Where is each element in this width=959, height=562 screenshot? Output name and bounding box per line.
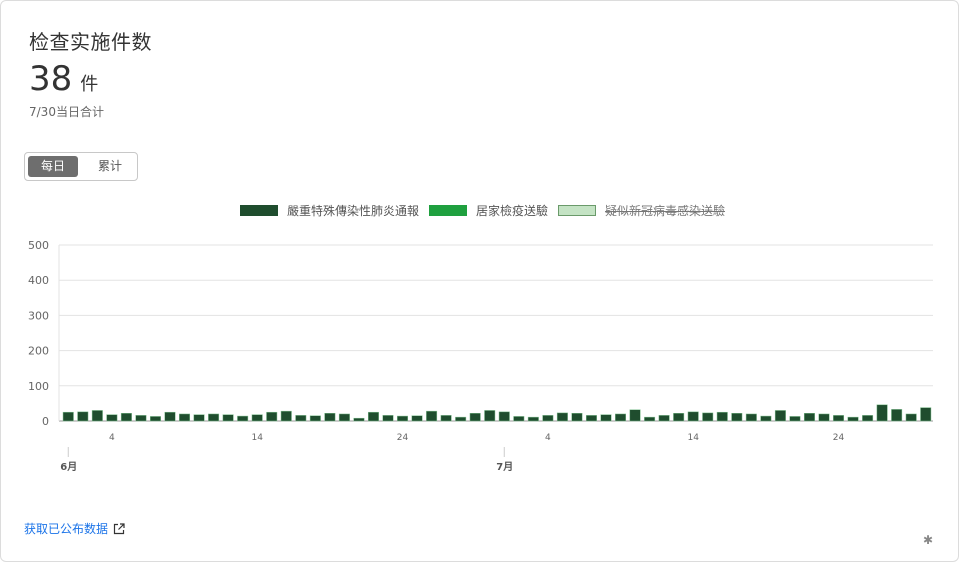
x-tick-label: 24 (833, 433, 845, 443)
bar-6-2 (77, 411, 89, 422)
bar-6-1 (62, 411, 74, 422)
bar-7-23 (818, 413, 830, 422)
x-tick-label: 14 (687, 433, 699, 443)
bar-6-20 (338, 413, 350, 422)
bar-7-28 (891, 409, 903, 422)
bar-6-12 (222, 414, 234, 422)
bar-7-12 (658, 415, 670, 422)
bar-7-25 (847, 416, 859, 422)
bar-7-7 (585, 415, 597, 422)
bar-6-15 (266, 411, 278, 422)
bar-7-13 (673, 413, 685, 422)
bar-6-28 (455, 416, 467, 422)
daily-button[interactable]: 每日 (28, 156, 78, 177)
legend-label: 嚴重特殊傳染性肺炎通報 (287, 204, 420, 218)
bar-6-18 (309, 415, 321, 422)
bar-7-3 (527, 416, 539, 422)
bar-6-10 (193, 414, 205, 422)
bar-7-16 (716, 411, 728, 422)
bar-7-11 (644, 416, 656, 422)
bar-chart: 0 100 200 300 400 500 4 14 24 4 14 24 6月 7月 (28, 239, 933, 473)
external-link-icon (113, 523, 125, 535)
settings-icon[interactable]: ✱ (923, 533, 934, 547)
bar-6-26 (426, 410, 438, 422)
y-tick-label: 300 (28, 309, 49, 322)
bar-6-3 (91, 410, 103, 422)
bar-6-27 (440, 415, 452, 422)
bar-6-11 (208, 413, 220, 422)
bar-7-15 (702, 412, 714, 422)
y-tick-label: 100 (28, 380, 49, 393)
bar-6-7 (149, 416, 161, 422)
bar-6-29 (469, 413, 481, 422)
bar-7-1 (498, 411, 510, 422)
bar-7-24 (833, 415, 845, 422)
bar-7-19 (760, 415, 772, 422)
x-tick-label: 4 (545, 433, 551, 443)
bar-7-9 (615, 413, 627, 422)
bar-7-5 (556, 412, 568, 422)
bar-6-14 (251, 414, 263, 422)
bar-7-8 (600, 414, 612, 422)
bar-7-18 (745, 413, 757, 422)
legend-swatch (558, 205, 596, 216)
bar-7-29 (905, 413, 917, 422)
bar-7-26 (862, 415, 874, 422)
total-value: 38 件 (29, 59, 98, 99)
y-tick-label: 200 (28, 345, 49, 358)
bar-6-9 (179, 413, 191, 422)
bar-6-4 (106, 414, 118, 422)
card-title: 检查实施件数 (29, 30, 152, 54)
month-label: 6月 (60, 461, 77, 473)
legend-label: 居家檢疫送驗 (476, 204, 549, 218)
legend-swatch (429, 205, 467, 216)
published-data-link[interactable]: 获取已公布数据 (24, 520, 125, 537)
total-number: 38 (29, 59, 73, 99)
bar-7-17 (731, 413, 743, 422)
y-tick-label: 0 (42, 415, 49, 428)
bar-6-24 (397, 415, 409, 422)
bar-6-23 (382, 415, 394, 422)
bar-6-25 (411, 415, 423, 422)
month-label: 7月 (496, 461, 513, 473)
chart-legend: 嚴重特殊傳染性肺炎通報 居家檢疫送驗 疑似新冠病毒感染送驗 (1, 201, 959, 221)
cumulative-button[interactable]: 累计 (97, 159, 122, 173)
x-tick-label: 24 (397, 433, 409, 443)
y-tick-label: 500 (28, 239, 49, 252)
bar-7-14 (687, 411, 699, 422)
bar-6-17 (295, 415, 307, 422)
bar-6-13 (237, 415, 249, 422)
bar-6-6 (135, 415, 147, 422)
date-subtitle: 7/30当日合计 (29, 105, 104, 119)
bar-7-20 (774, 410, 786, 422)
link-label: 获取已公布数据 (24, 522, 109, 536)
x-tick-label: 14 (251, 433, 263, 443)
total-unit: 件 (80, 74, 99, 95)
bar-7-4 (542, 415, 554, 422)
bar-7-10 (629, 409, 641, 422)
daily-cumulative-toggle: 每日 累计 (24, 152, 138, 181)
bar-7-30 (920, 407, 932, 422)
bar-7-6 (571, 413, 583, 422)
bar-7-2 (513, 416, 525, 422)
bar-6-30 (484, 410, 496, 422)
bar-7-21 (789, 416, 801, 422)
legend-label: 疑似新冠病毒感染送驗 (605, 204, 726, 218)
bar-6-8 (164, 411, 176, 422)
bar-7-22 (803, 413, 815, 422)
bar-6-5 (120, 413, 132, 422)
legend-swatch (240, 205, 278, 216)
bar-6-19 (324, 413, 336, 422)
bar-7-27 (876, 404, 888, 422)
bar-6-22 (367, 411, 379, 422)
x-tick-label: 4 (109, 433, 115, 443)
y-tick-label: 400 (28, 274, 49, 287)
bar-6-16 (280, 410, 292, 422)
bar-6-21 (353, 417, 365, 422)
